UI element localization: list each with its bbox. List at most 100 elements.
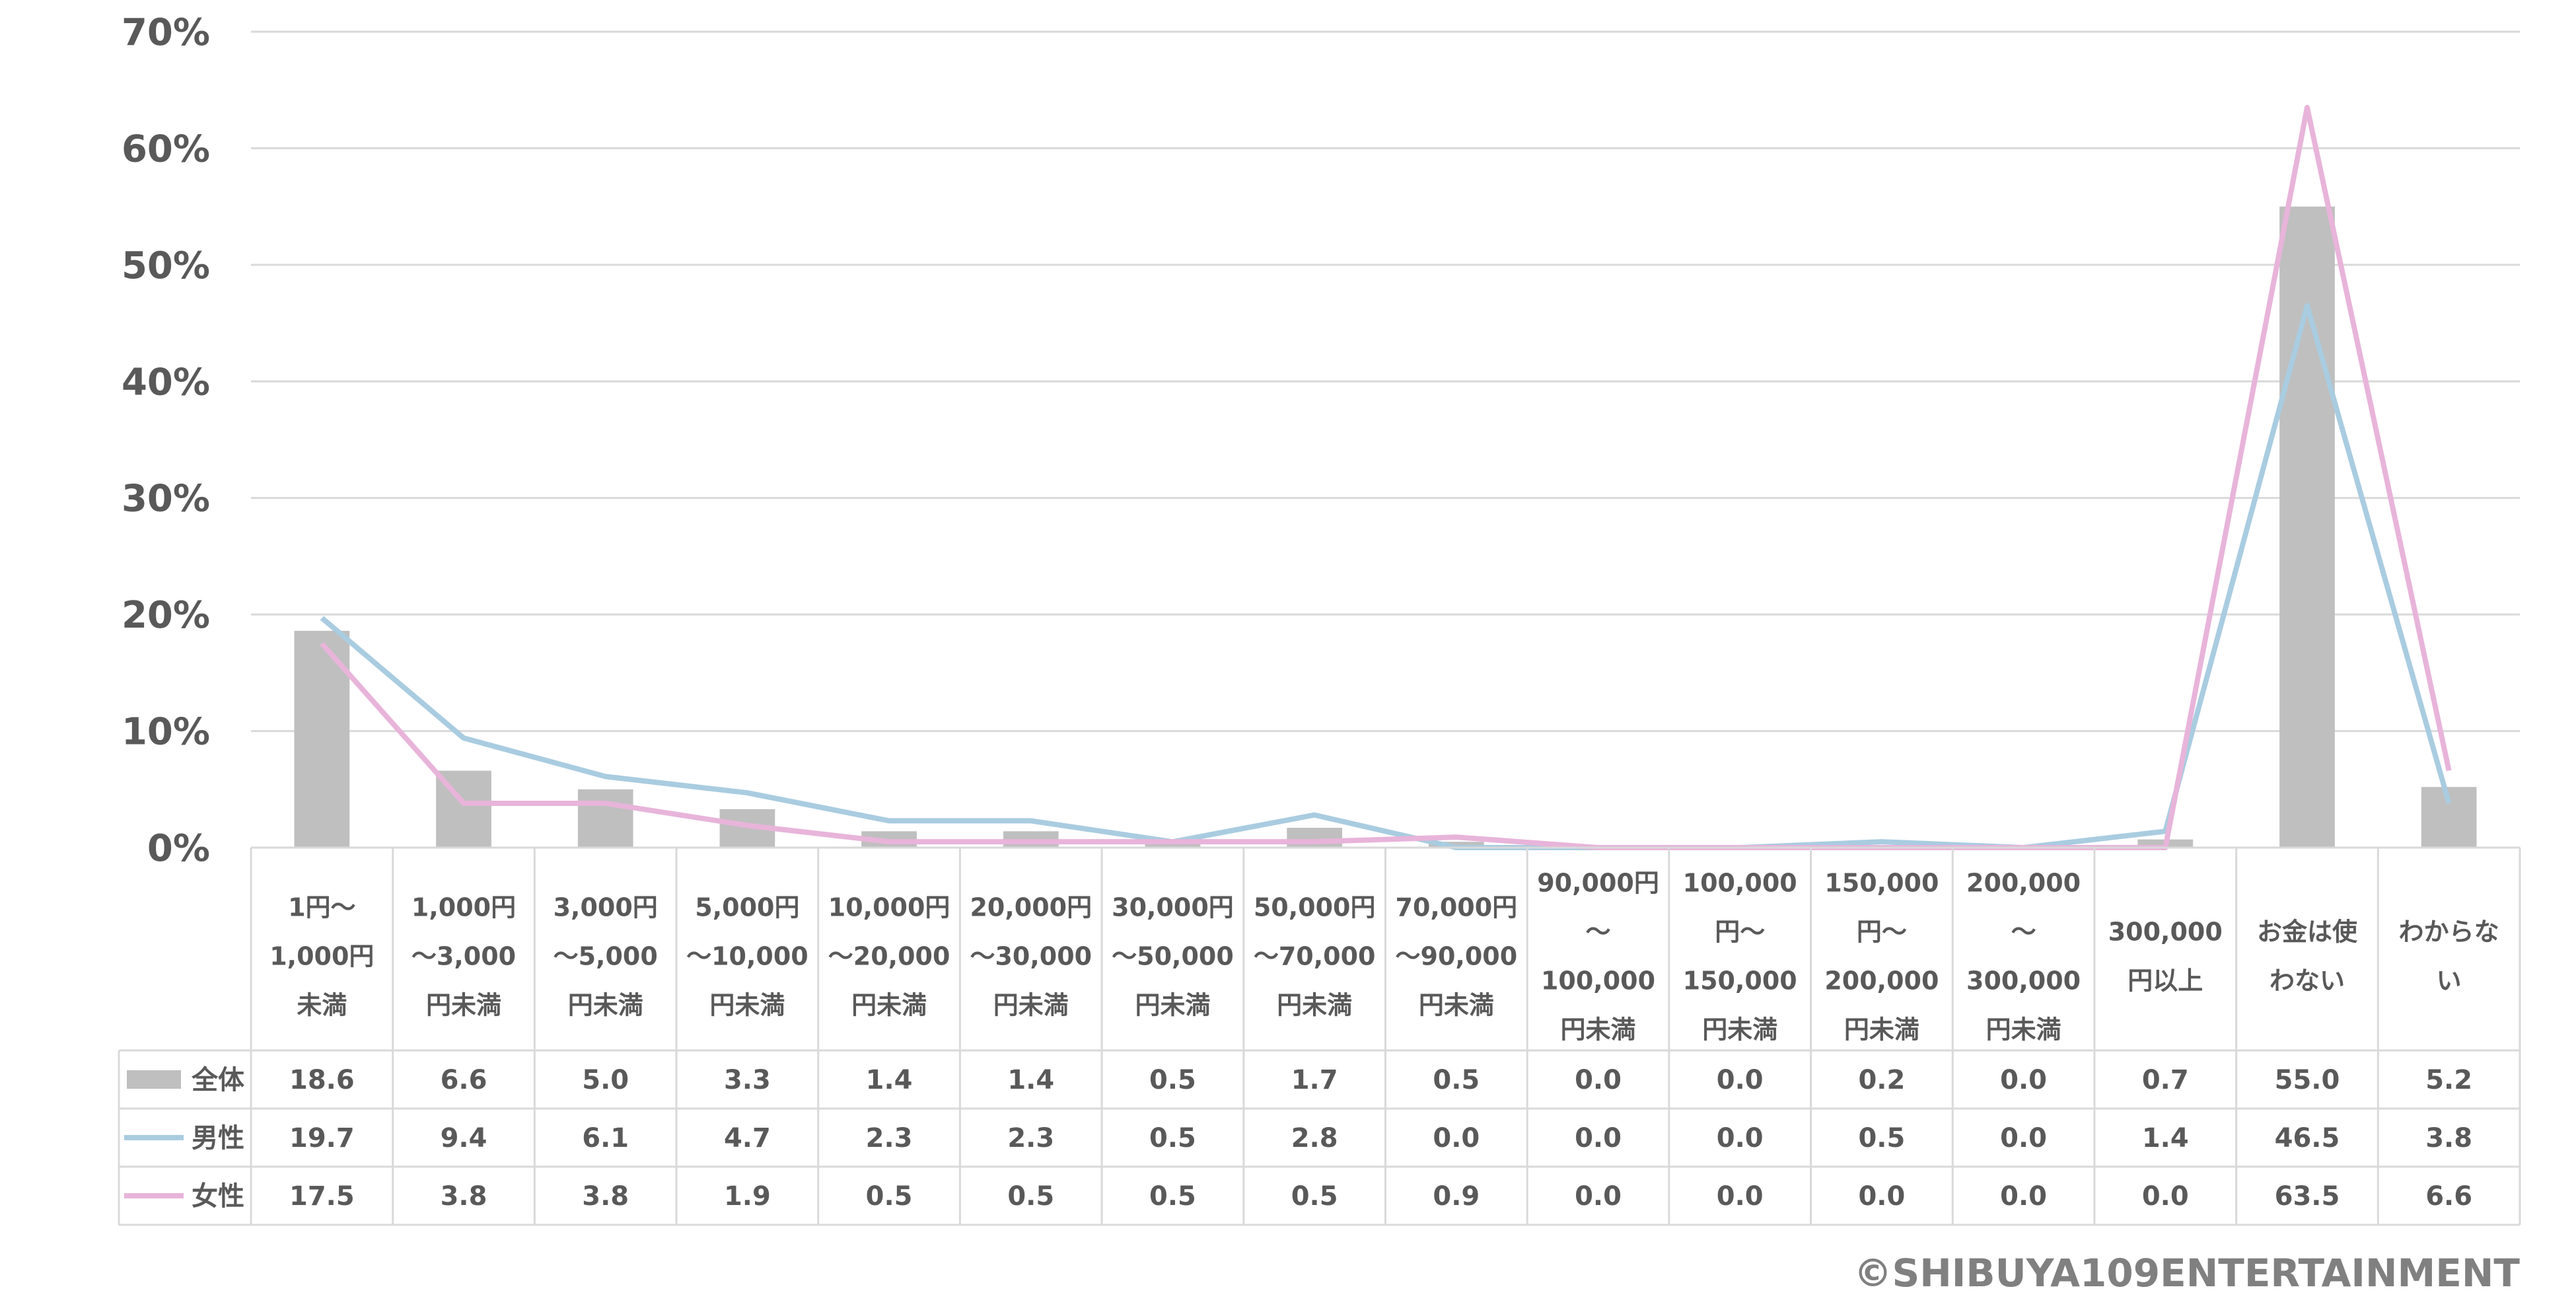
category-label: 90,000円 [1537, 869, 1659, 898]
data-label: 5.2 [2425, 1065, 2472, 1095]
data-label: 3.8 [582, 1181, 629, 1212]
data-label: 0.5 [1149, 1123, 1196, 1153]
data-label: 1.7 [1291, 1065, 1338, 1095]
bar [1428, 842, 1484, 848]
category-label: 円未満 [568, 991, 643, 1020]
data-label: 0.0 [1433, 1123, 1480, 1153]
data-label: 1.4 [1007, 1065, 1054, 1095]
data-label: 19.7 [289, 1123, 355, 1153]
data-label: 3.8 [2425, 1123, 2472, 1153]
data-label: 0.0 [2142, 1181, 2189, 1212]
data-label: 0.0 [2000, 1181, 2047, 1212]
category-label: 100,000 [1541, 967, 1655, 996]
y-tick-label: 40% [122, 361, 210, 404]
category-label: 200,000 [1966, 869, 2081, 898]
category-label: 円未満 [426, 991, 501, 1020]
series-name: 女性 [192, 1181, 244, 1212]
category-label: 円未満 [1135, 991, 1210, 1020]
data-label: 0.0 [1717, 1065, 1764, 1095]
data-label: 63.5 [2275, 1181, 2340, 1212]
data-label: 0.0 [1575, 1065, 1622, 1095]
category-label: ～90,000 [1396, 942, 1518, 971]
category-label: 10,000円 [828, 893, 950, 922]
data-label: 0.5 [1149, 1065, 1196, 1095]
category-label: ～3,000 [411, 942, 516, 971]
category-label: ～ [1586, 918, 1611, 947]
category-label: 5,000円 [695, 893, 799, 922]
category-label: 150,000 [1683, 967, 1797, 996]
data-label: 6.6 [441, 1065, 487, 1095]
category-label: 円未満 [1419, 991, 1494, 1020]
data-label: 55.0 [2275, 1065, 2340, 1095]
category-label: わからな [2399, 918, 2499, 947]
category-label: わない [2270, 967, 2345, 996]
data-label: 0.5 [866, 1181, 913, 1212]
data-label: 1.4 [2142, 1123, 2189, 1153]
data-label: 0.0 [2000, 1123, 2047, 1153]
data-label: 0.0 [1717, 1123, 1764, 1153]
series-name: 全体 [191, 1065, 244, 1095]
data-label: 2.3 [1007, 1123, 1054, 1153]
series-line [320, 104, 2452, 850]
y-tick-label: 30% [122, 478, 210, 521]
data-label: 0.7 [2142, 1065, 2189, 1095]
gridlines [251, 30, 2520, 849]
category-label: 300,000 [2108, 918, 2223, 947]
data-label: 46.5 [2275, 1123, 2340, 1153]
category-label: ～50,000 [1112, 942, 1234, 971]
data-label: 9.4 [441, 1123, 487, 1153]
bar [1145, 842, 1201, 848]
bar [1287, 828, 1343, 848]
data-label: 5.0 [582, 1065, 629, 1095]
category-label: ～20,000 [828, 942, 950, 971]
data-label: 1.9 [724, 1181, 771, 1212]
category-label: 1,000円 [411, 893, 516, 922]
category-label: 円未満 [709, 991, 785, 1020]
category-label: 200,000 [1824, 967, 1939, 996]
category-label: 円以上 [2128, 967, 2203, 996]
category-label: 70,000円 [1396, 893, 1518, 922]
data-label: 0.5 [1858, 1123, 1905, 1153]
data-label: 0.5 [1433, 1065, 1480, 1095]
y-tick-label: 0% [147, 827, 210, 870]
y-tick-label: 60% [122, 128, 210, 170]
category-label: 円未満 [1844, 1015, 1919, 1044]
data-label: 0.5 [1149, 1181, 1196, 1212]
category-label: 50,000円 [1254, 893, 1376, 922]
category-label: 300,000 [1966, 967, 2081, 996]
category-label: 100,000 [1683, 869, 1797, 898]
data-label: 0.5 [1291, 1181, 1338, 1212]
category-label: ～70,000 [1254, 942, 1376, 971]
data-label: 0.0 [1858, 1181, 1905, 1212]
data-label: 0.0 [1575, 1181, 1622, 1212]
category-label: 円～ [1857, 918, 1907, 947]
category-label: 1円～ [288, 893, 355, 922]
y-tick-label: 20% [122, 594, 210, 637]
y-tick-label: 70% [122, 11, 210, 54]
data-label: 0.2 [1858, 1065, 1905, 1095]
bar-series [294, 206, 2477, 848]
category-label: 円未満 [851, 991, 927, 1020]
data-label: 0.9 [1433, 1181, 1480, 1212]
y-tick-label: 10% [122, 711, 210, 754]
category-label: お金は使 [2257, 918, 2358, 947]
category-label: ～30,000 [970, 942, 1092, 971]
line-series [320, 104, 2452, 850]
bar [2279, 206, 2335, 848]
data-label: 6.1 [582, 1123, 629, 1153]
category-label: 円未満 [993, 991, 1069, 1020]
category-label: 30,000円 [1112, 893, 1234, 922]
legend-key [127, 1070, 181, 1089]
category-label: ～5,000 [554, 942, 658, 971]
category-label: 20,000円 [970, 893, 1092, 922]
y-tick-label: 50% [122, 244, 210, 287]
series-line [320, 303, 2452, 850]
category-label: ～10,000 [686, 942, 808, 971]
data-label: 17.5 [289, 1181, 355, 1212]
data-label: 2.3 [866, 1123, 913, 1153]
bar [577, 789, 633, 848]
data-label: 0.0 [1717, 1181, 1764, 1212]
data-label: 6.6 [2425, 1181, 2472, 1212]
